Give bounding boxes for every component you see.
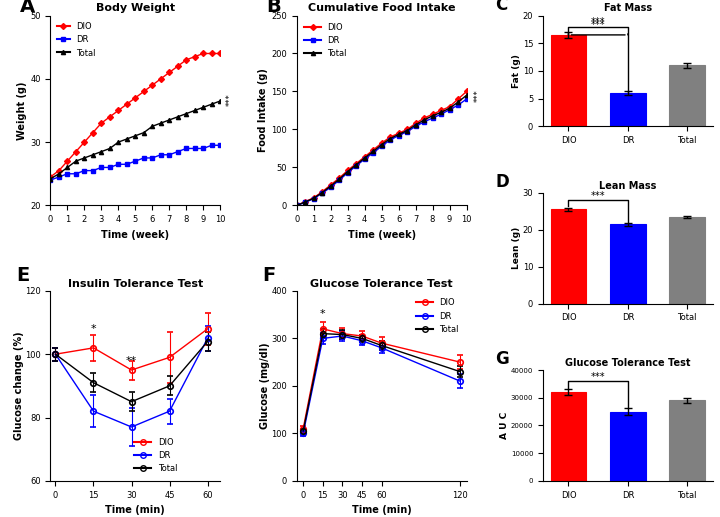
Bar bbox=[551, 35, 586, 126]
X-axis label: Time (min): Time (min) bbox=[352, 505, 411, 515]
Text: ***: *** bbox=[591, 17, 606, 27]
Y-axis label: Food Intake (g): Food Intake (g) bbox=[258, 69, 269, 153]
Y-axis label: Weight (g): Weight (g) bbox=[17, 81, 27, 140]
Text: G: G bbox=[495, 351, 509, 369]
Title: Insulin Tolerance Test: Insulin Tolerance Test bbox=[68, 279, 203, 288]
Title: Glucose Tolerance Test: Glucose Tolerance Test bbox=[565, 358, 690, 368]
Text: E: E bbox=[17, 266, 30, 285]
Text: **: ** bbox=[126, 356, 137, 366]
Text: *: * bbox=[320, 309, 325, 319]
Title: Body Weight: Body Weight bbox=[96, 3, 175, 13]
Text: ***: *** bbox=[473, 89, 482, 102]
X-axis label: Time (week): Time (week) bbox=[102, 230, 169, 240]
Bar bbox=[670, 401, 705, 481]
X-axis label: Time (min): Time (min) bbox=[105, 505, 165, 515]
Y-axis label: A U C: A U C bbox=[500, 412, 509, 439]
X-axis label: Time (week): Time (week) bbox=[348, 230, 415, 240]
Text: ***: *** bbox=[591, 20, 606, 29]
Text: B: B bbox=[266, 0, 281, 16]
Y-axis label: Glucose change (%): Glucose change (%) bbox=[14, 331, 24, 440]
Text: C: C bbox=[495, 0, 508, 14]
Bar bbox=[610, 93, 646, 126]
Legend: DIO, DR, Total: DIO, DR, Total bbox=[55, 20, 98, 60]
Bar bbox=[551, 209, 586, 303]
Text: F: F bbox=[263, 266, 276, 285]
Y-axis label: Lean (g): Lean (g) bbox=[512, 227, 521, 269]
Bar bbox=[610, 412, 646, 481]
Title: Glucose Tolerance Test: Glucose Tolerance Test bbox=[310, 279, 453, 288]
Text: *: * bbox=[91, 324, 96, 334]
Text: A: A bbox=[20, 0, 35, 16]
Legend: DIO, DR, Total: DIO, DR, Total bbox=[301, 20, 351, 62]
Bar bbox=[551, 392, 586, 481]
Title: Cumulative Food Intake: Cumulative Food Intake bbox=[308, 3, 455, 13]
Bar bbox=[670, 65, 705, 126]
Text: ***: *** bbox=[591, 191, 606, 201]
Bar bbox=[670, 217, 705, 303]
Y-axis label: Fat (g): Fat (g) bbox=[513, 54, 521, 88]
Text: ***: *** bbox=[225, 93, 234, 106]
Text: D: D bbox=[495, 173, 509, 191]
Legend: DIO, DR, Total: DIO, DR, Total bbox=[413, 295, 462, 337]
Title: Fat Mass: Fat Mass bbox=[604, 3, 652, 13]
Title: Lean Mass: Lean Mass bbox=[599, 180, 657, 191]
Legend: DIO, DR, Total: DIO, DR, Total bbox=[131, 435, 181, 477]
Y-axis label: Glucose (mg/dl): Glucose (mg/dl) bbox=[260, 343, 270, 429]
Text: ***: *** bbox=[591, 372, 606, 382]
Bar bbox=[610, 224, 646, 303]
